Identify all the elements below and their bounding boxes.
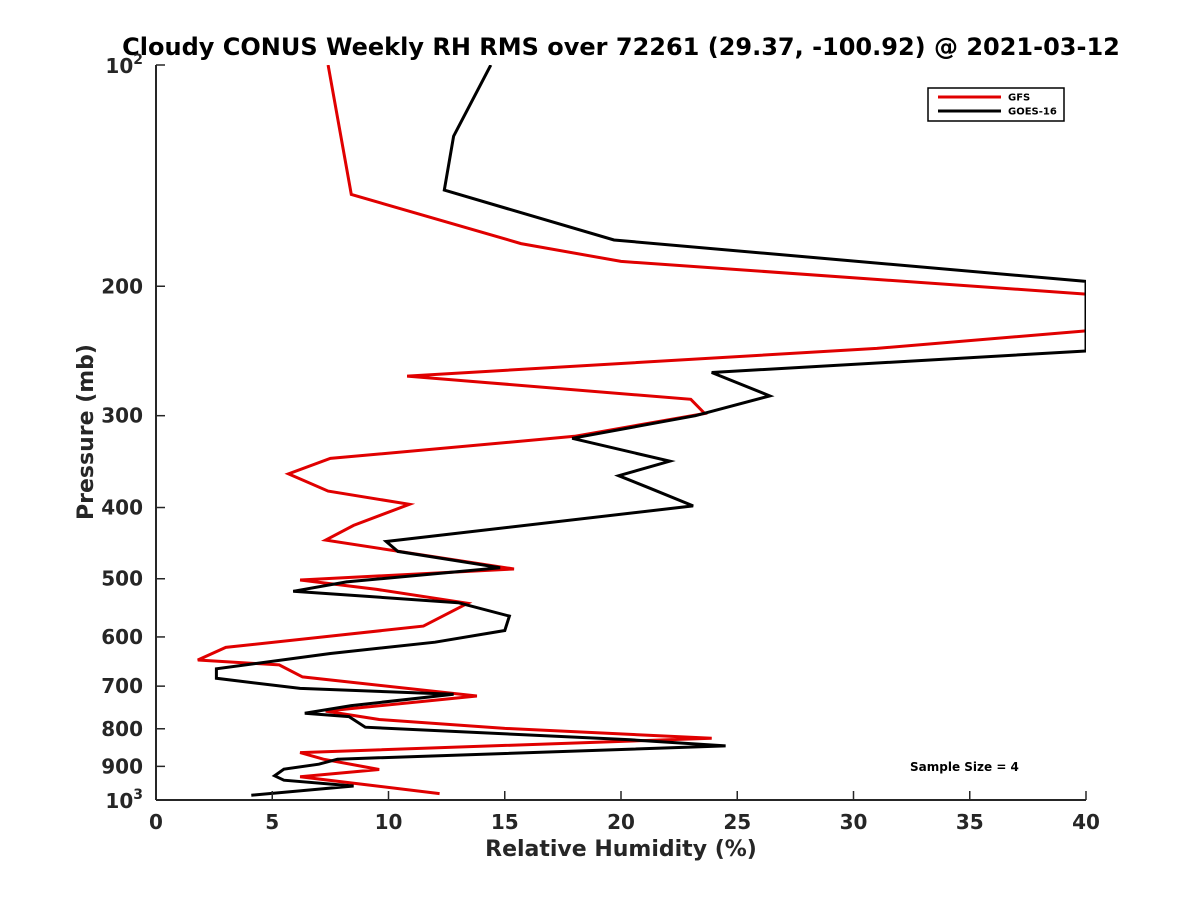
y-tick-label: 200 (101, 274, 143, 298)
series-line-gfs (197, 65, 1086, 796)
x-tick-label: 20 (607, 810, 635, 834)
x-tick-label: 0 (149, 810, 163, 834)
x-tick-label: 40 (1072, 810, 1100, 834)
chart-title: Cloudy CONUS Weekly RH RMS over 72261 (2… (122, 33, 1120, 61)
y-tick-label: 102 (105, 52, 143, 78)
x-tick-label: 35 (956, 810, 984, 834)
y-tick-label: 500 (101, 567, 143, 591)
y-tick-label: 800 (101, 717, 143, 741)
legend: GFS GOES-16 (927, 87, 1065, 122)
legend-label: GOES-16 (1008, 107, 1057, 118)
x-axis-label: Relative Humidity (%) (485, 837, 757, 862)
x-tick-label: 25 (723, 810, 751, 834)
x-tick-label: 10 (375, 810, 403, 834)
legend-label: GFS (1008, 93, 1030, 104)
y-tick-label: 103 (105, 787, 143, 813)
x-tick-label: 15 (491, 810, 519, 834)
legend-box (927, 87, 1065, 122)
x-tick-label: 5 (265, 810, 279, 834)
plot-area (197, 65, 1086, 797)
x-tick-label: 30 (840, 810, 868, 834)
y-tick-label: 300 (101, 404, 143, 428)
series-line-goes-16 (214, 65, 1086, 797)
y-tick-label: 900 (101, 754, 143, 778)
sample-size-annotation: Sample Size = 4 (910, 760, 1019, 774)
y-tick-label: 400 (101, 496, 143, 520)
y-axis-label: Pressure (mb) (74, 344, 99, 520)
axes: 0 5 10 15 20 25 30 35 40 102 200 300 400 500 600 700 800… (101, 52, 1100, 834)
y-tick-label: 600 (101, 625, 143, 649)
y-tick-label: 700 (101, 674, 143, 698)
